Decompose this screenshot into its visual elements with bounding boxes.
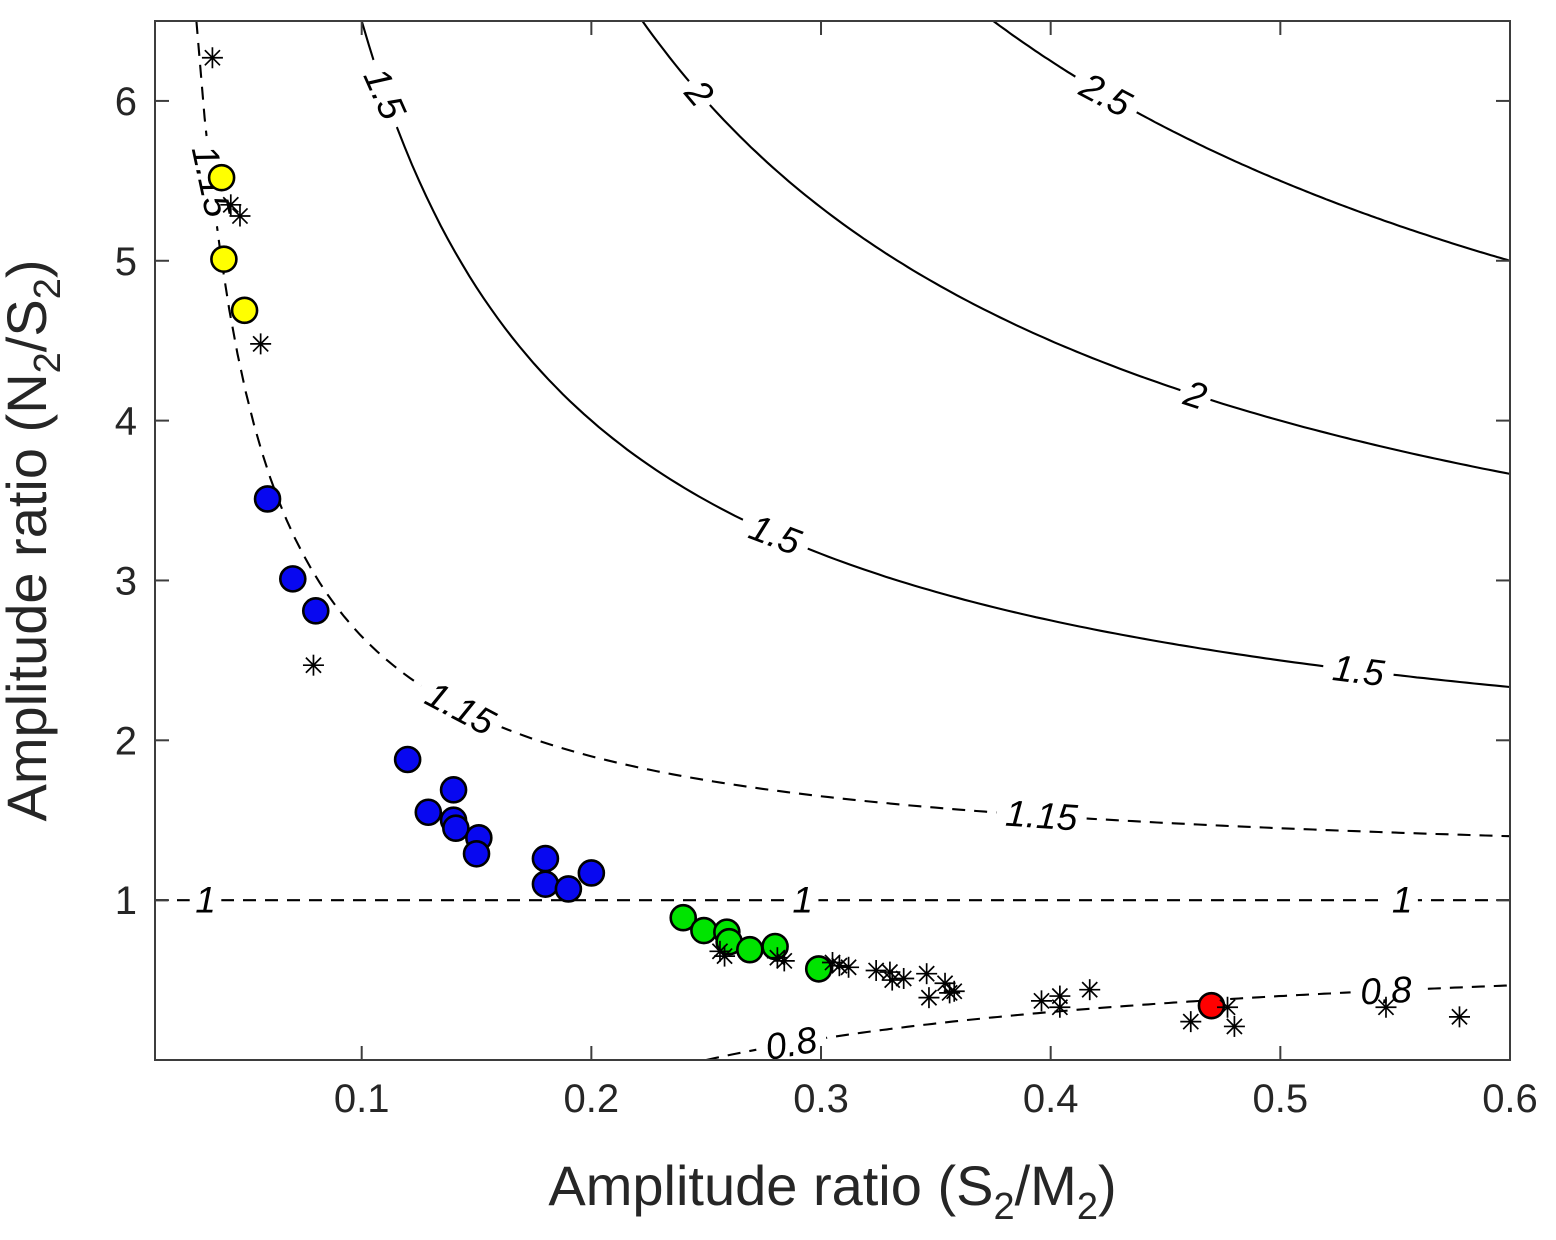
contour-label-2: 2	[675, 69, 723, 117]
marker-asterisk	[916, 963, 938, 985]
marker-circle	[439, 776, 468, 804]
y-tick-label: 3	[115, 559, 137, 603]
contour-label-2.5: 2.5	[1066, 62, 1146, 128]
marker-asterisk	[1049, 996, 1071, 1018]
marker-asterisk	[1448, 1006, 1470, 1028]
series-red-circle	[1197, 991, 1226, 1020]
contour-label-0.8: 0.8	[753, 1019, 830, 1068]
contour-line-2	[641, 21, 1510, 475]
marker-asterisk	[943, 980, 965, 1002]
marker-asterisk	[302, 654, 324, 676]
marker-circle	[669, 903, 698, 932]
y-axis-label: Amplitude ratio (N2/S2)	[0, 259, 69, 821]
marker-circle	[210, 245, 238, 273]
marker-asterisk	[893, 967, 915, 989]
marker-asterisk	[250, 333, 272, 355]
x-axis-label: Amplitude ratio (S2/M2)	[548, 1154, 1116, 1228]
marker-circle	[442, 814, 470, 843]
marker-asterisk	[1223, 1015, 1245, 1037]
x-tick-label: 0.2	[564, 1077, 620, 1121]
marker-circle	[804, 955, 833, 983]
contour-label-1.5: 1.5	[1321, 647, 1396, 694]
marker-circle	[531, 870, 560, 898]
marker-asterisk	[1030, 990, 1052, 1012]
contour-label-1: 1	[1386, 880, 1418, 921]
contour-label-1: 1	[189, 880, 222, 921]
data-markers	[201, 47, 1470, 1037]
svg-text:1: 1	[1392, 880, 1413, 921]
marker-asterisk	[773, 950, 795, 972]
plot-box	[154, 20, 1511, 1061]
marker-asterisk	[918, 987, 940, 1009]
tick-labels: 0.1 0.2 0.3 0.4 0.5 0.6 1 2 3 4 5 6	[115, 80, 1538, 1121]
contour-line-0.8	[705, 984, 1510, 1060]
contour-lines	[155, 21, 1510, 1060]
svg-text:1: 1	[792, 880, 813, 921]
contour-label-1.15: 1.15	[995, 793, 1088, 839]
marker-asterisk	[229, 205, 251, 227]
y-tick-label: 1	[115, 879, 137, 923]
contour-label-1.5: 1.5	[354, 54, 416, 134]
svg-text:1.5: 1.5	[1330, 647, 1386, 694]
marker-circle	[736, 935, 764, 964]
y-tick-label: 4	[115, 400, 137, 444]
marker-circle	[462, 839, 491, 868]
marker-asterisk	[881, 969, 903, 991]
series-yellow-circles	[207, 163, 259, 325]
contour-line-1.5	[360, 21, 1510, 689]
marker-circle	[414, 798, 443, 827]
axis-ticks	[155, 21, 1511, 1060]
marker-asterisk	[220, 194, 242, 216]
contour-label-1: 1	[786, 880, 819, 921]
marker-circle	[1197, 991, 1226, 1020]
x-tick-label: 0.5	[1253, 1077, 1309, 1121]
marker-asterisk	[1375, 996, 1397, 1018]
marker-asterisk	[838, 956, 860, 978]
marker-asterisk	[714, 945, 736, 967]
y-tick-label: 5	[115, 240, 137, 284]
contour-label-1.5: 1.5	[735, 505, 815, 564]
marker-circle	[230, 296, 259, 325]
marker-asterisk	[1079, 979, 1101, 1001]
marker-circle	[301, 597, 330, 625]
contour-line-2.5	[992, 21, 1510, 262]
y-tick-label: 6	[115, 80, 137, 124]
marker-asterisk	[1217, 996, 1239, 1018]
marker-circle	[393, 745, 422, 774]
series-blue-circles	[253, 485, 606, 903]
marker-circle	[531, 844, 560, 873]
marker-circle	[690, 916, 718, 945]
x-tick-label: 0.1	[334, 1077, 390, 1121]
x-tick-label: 0.3	[793, 1077, 849, 1121]
marker-circle	[253, 485, 282, 513]
marker-circle	[207, 163, 236, 192]
marker-circle	[577, 859, 606, 887]
y-tick-label: 2	[115, 719, 137, 763]
marker-circle	[554, 875, 583, 903]
x-tick-label: 0.4	[1023, 1077, 1079, 1121]
svg-text:1.15: 1.15	[1004, 793, 1079, 839]
svg-text:1: 1	[195, 880, 216, 921]
series-black-asterisks	[201, 47, 1470, 1037]
series-green-circles	[669, 903, 833, 983]
marker-asterisk	[934, 972, 956, 994]
contour-line-1.15	[195, 21, 1510, 838]
x-tick-label: 0.6	[1482, 1077, 1538, 1121]
marker-circle	[278, 565, 307, 593]
marker-asterisk	[865, 959, 887, 981]
marker-asterisk	[201, 47, 223, 69]
marker-asterisk	[1180, 1011, 1202, 1033]
contour-label-2: 2	[1174, 372, 1216, 418]
contour-label-1.15: 1.15	[412, 671, 509, 746]
